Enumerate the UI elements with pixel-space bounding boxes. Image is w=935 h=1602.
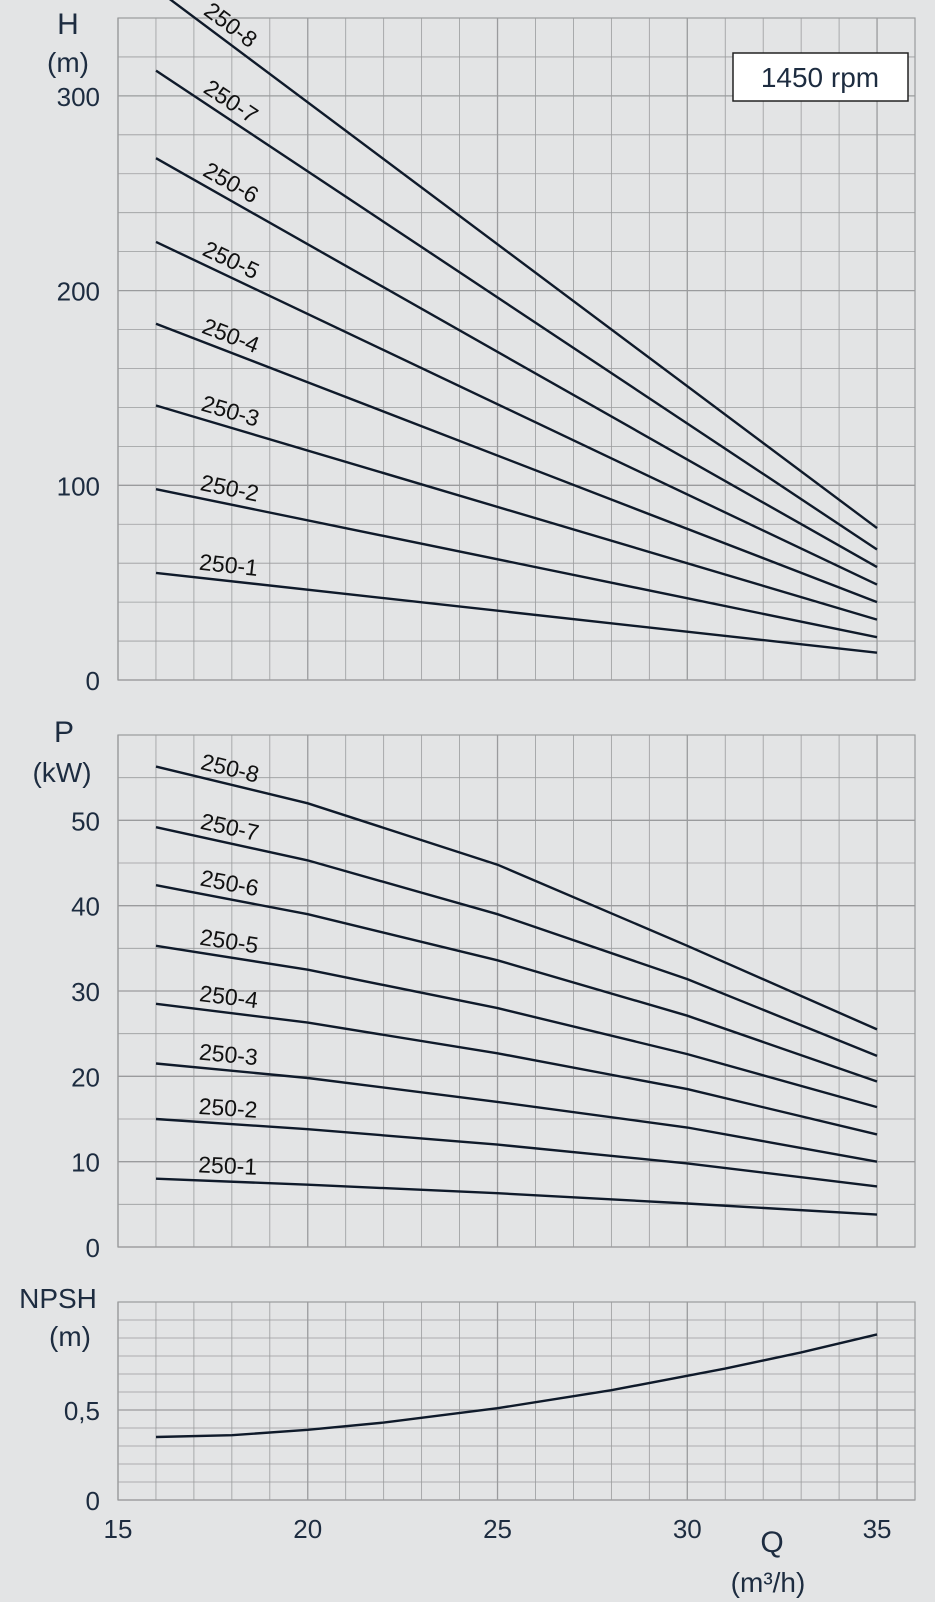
x-tick-label: 20 xyxy=(293,1514,322,1544)
head-y-tick-label: 300 xyxy=(57,82,100,112)
head-curve-250-6 xyxy=(155,157,878,569)
power-y-tick-label: 10 xyxy=(71,1148,100,1178)
power-curve-label: 250-2 xyxy=(198,1093,258,1123)
rpm-badge-box xyxy=(732,52,909,102)
npsh-y-tick-label: 0,5 xyxy=(64,1396,100,1426)
power-curve-label: 250-1 xyxy=(198,1151,258,1179)
power-curve-label: 250-3 xyxy=(198,1039,259,1071)
x-tick-label: 15 xyxy=(104,1514,133,1544)
power-panel: 01020304050250-1250-2250-3250-4250-5250-… xyxy=(71,734,916,1263)
rpm-badge-text: 1450 rpm xyxy=(761,62,879,93)
power-curve-250-4 xyxy=(155,1002,878,1136)
x-tick-label: 30 xyxy=(673,1514,702,1544)
npsh-curve-npsh xyxy=(155,1333,878,1439)
head-axis-unit: (m) xyxy=(47,47,89,78)
head-curve-250-5 xyxy=(155,240,878,586)
power-curve-250-5 xyxy=(155,944,878,1109)
head-plot-area xyxy=(117,17,916,681)
power-y-tick-label: 40 xyxy=(71,892,100,922)
x-axis-title: Q xyxy=(760,1526,783,1559)
power-axis-unit: (kW) xyxy=(32,757,91,788)
head-curve-250-2 xyxy=(155,488,878,639)
head-curve-250-8 xyxy=(168,0,878,530)
power-y-tick-label: 50 xyxy=(71,806,100,836)
head-panel: 0100200300250-1250-2250-3250-4250-5250-6… xyxy=(57,0,916,696)
npsh-axis-title: NPSH xyxy=(19,1283,97,1314)
head-y-tick-label: 0 xyxy=(86,666,100,696)
x-tick-label: 25 xyxy=(483,1514,512,1544)
head-curve-250-7 xyxy=(155,69,878,551)
power-curve-250-3 xyxy=(155,1062,878,1163)
x-axis-unit: (m³/h) xyxy=(731,1567,806,1598)
head-axis-title: H xyxy=(57,8,79,41)
power-y-tick-label: 30 xyxy=(71,977,100,1007)
power-axis-title: P xyxy=(54,716,74,749)
power-curve-250-7 xyxy=(155,826,878,1058)
power-y-tick-label: 20 xyxy=(71,1062,100,1092)
head-curve-250-1 xyxy=(155,571,878,654)
power-curve-250-6 xyxy=(155,884,878,1083)
power-curve-250-1 xyxy=(155,1177,878,1216)
head-curve-label: 250-1 xyxy=(198,549,259,581)
head-curve-250-3 xyxy=(155,404,878,621)
npsh-plot-area xyxy=(117,1301,916,1501)
head-y-tick-label: 100 xyxy=(57,471,100,501)
power-y-tick-label: 0 xyxy=(86,1233,100,1263)
head-curve-250-4 xyxy=(155,322,878,604)
npsh-y-tick-label: 0 xyxy=(86,1486,100,1516)
power-curve-250-2 xyxy=(155,1117,878,1188)
head-y-tick-label: 200 xyxy=(57,277,100,307)
rpm-badge: 1450 rpm xyxy=(732,52,909,102)
npsh-axis-unit: (m) xyxy=(49,1321,91,1352)
power-curve-250-8 xyxy=(155,765,878,1031)
x-tick-label: 35 xyxy=(863,1514,892,1544)
npsh-panel: 0 0,5 15 20 25 30 35 xyxy=(64,1301,916,1544)
